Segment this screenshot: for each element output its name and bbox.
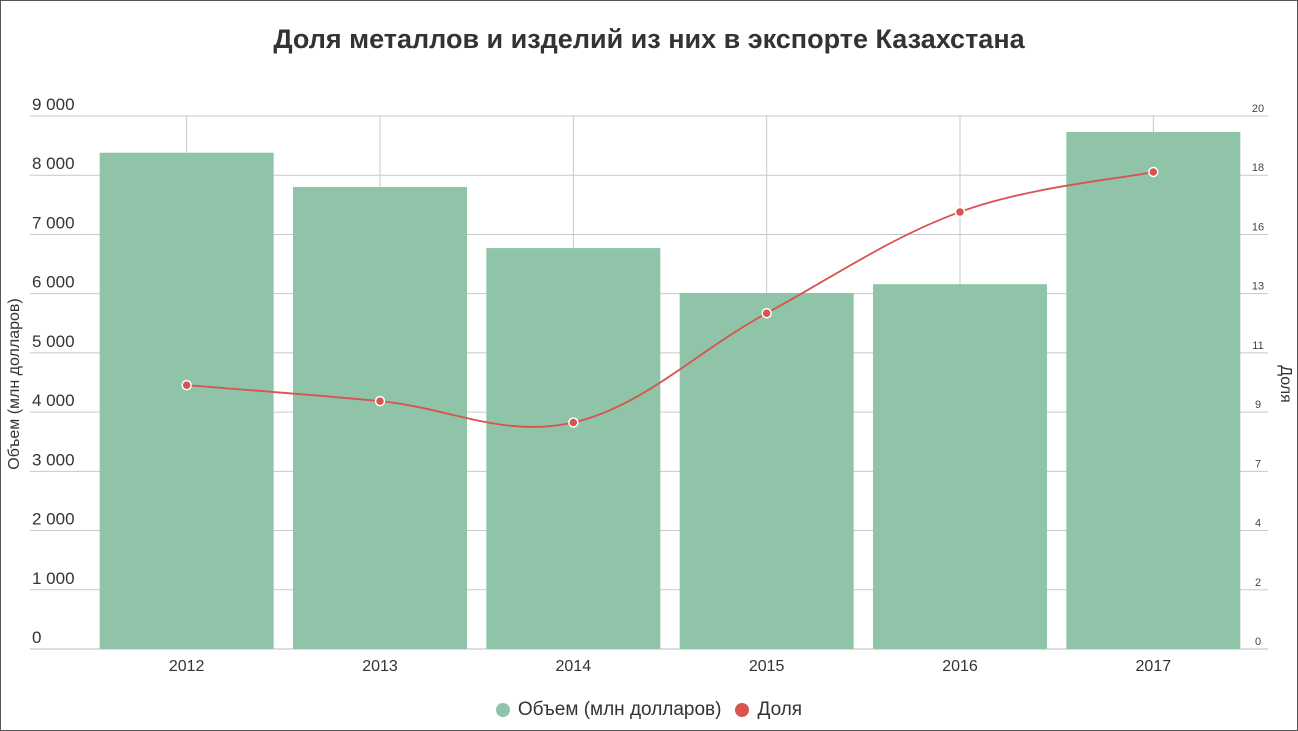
x-tick-label: 2012 (169, 658, 205, 675)
legend-swatch-volume (495, 703, 510, 717)
legend-swatch-share (735, 703, 750, 717)
right-tick-label: 20 (1252, 103, 1264, 115)
x-axis-ticks: 2012 2013 2014 2015 2016 2017 (169, 658, 1171, 675)
left-tick-label: 5 000 (32, 332, 75, 351)
left-tick-label: 8 000 (32, 154, 75, 173)
right-tick-label: 18 (1252, 162, 1264, 174)
bar-2012[interactable] (99, 152, 274, 649)
line-series (181, 166, 1159, 428)
right-axis-ticks: 0 2 4 7 9 11 13 16 18 20 (1252, 103, 1264, 648)
bar-2015[interactable] (679, 293, 854, 649)
left-tick-label: 3 000 (32, 450, 75, 469)
share-point-2017[interactable] (1148, 166, 1159, 178)
share-point-2016[interactable] (954, 206, 966, 218)
legend: Объем (млн долларов) Доля (0, 699, 1298, 721)
left-tick-label: 0 (32, 628, 41, 647)
right-tick-label: 7 (1255, 458, 1261, 470)
legend-label-share: Доля (757, 699, 803, 720)
bar-2017[interactable] (1066, 131, 1241, 650)
right-axis-title: Доля (1277, 365, 1294, 403)
right-tick-label: 9 (1255, 399, 1261, 411)
legend-item-share[interactable]: Доля (735, 699, 802, 721)
share-line (186, 171, 1154, 428)
right-tick-label: 16 (1252, 221, 1264, 233)
right-tick-label: 11 (1252, 340, 1263, 352)
x-tick-label: 2013 (362, 658, 398, 675)
share-point-2014[interactable] (568, 417, 579, 428)
x-tick-label: 2016 (942, 658, 978, 675)
left-tick-label: 9 000 (32, 95, 75, 114)
left-axis-title: Объем (млн долларов) (6, 298, 23, 469)
chart-title: Доля металлов и изделий из них в экспорт… (273, 24, 1025, 54)
x-tick-label: 2015 (749, 658, 785, 675)
right-tick-label: 4 (1255, 518, 1261, 530)
share-point-2013[interactable] (374, 395, 386, 407)
bar-series (99, 131, 1241, 650)
legend-item-volume[interactable]: Объем (млн долларов) (495, 699, 722, 721)
share-point-2012[interactable] (181, 379, 192, 391)
x-tick-label: 2017 (1136, 658, 1172, 675)
left-tick-label: 4 000 (32, 391, 75, 410)
left-tick-label: 6 000 (32, 273, 75, 292)
left-tick-label: 1 000 (32, 569, 75, 588)
left-tick-label: 2 000 (32, 510, 75, 529)
x-tick-label: 2014 (556, 658, 592, 675)
left-tick-label: 7 000 (32, 213, 75, 232)
right-tick-label: 13 (1252, 281, 1264, 293)
right-tick-label: 0 (1255, 636, 1261, 648)
share-point-2015[interactable] (761, 307, 772, 319)
legend-label-volume: Объем (млн долларов) (517, 699, 722, 720)
bar-2016[interactable] (873, 284, 1047, 649)
bar-2014[interactable] (486, 248, 661, 649)
right-tick-label: 2 (1255, 577, 1261, 589)
left-axis-ticks: 0 1 000 2 000 3 000 4 000 5 000 6 000 7 000 8 00… (32, 95, 75, 647)
bar-2013[interactable] (293, 187, 467, 650)
